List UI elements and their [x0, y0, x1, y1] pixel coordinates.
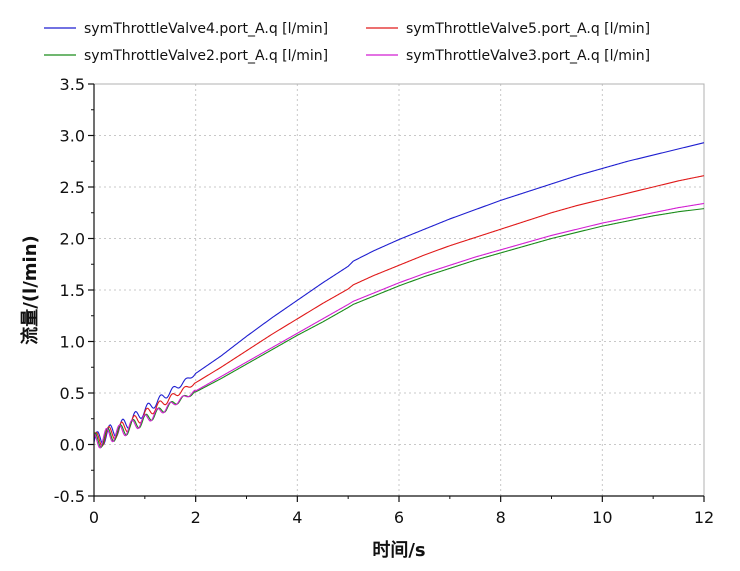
- x-tick-label: 12: [694, 508, 714, 527]
- x-axis-title: 时间/s: [372, 540, 425, 561]
- series-line: [93, 142, 705, 446]
- x-tick-label: 0: [89, 508, 99, 527]
- y-tick-label: 2.5: [60, 178, 85, 197]
- x-tick-label: 10: [592, 508, 612, 527]
- legend-label: symThrottleValve4.port_A.q [l/min]: [84, 21, 328, 37]
- y-tick-label: 0.5: [60, 384, 85, 403]
- y-tick-label: 3.0: [60, 127, 85, 146]
- series-line: [93, 175, 705, 447]
- x-tick-label: 6: [394, 508, 404, 527]
- legend-label: symThrottleValve5.port_A.q [l/min]: [406, 21, 650, 37]
- series-layer: [93, 142, 705, 449]
- x-tick-label: 2: [191, 508, 201, 527]
- y-tick-label: 2.0: [60, 230, 85, 249]
- y-tick-labels: -0.5 0.0 0.5 1.0 1.5 2.0 2.5 3.0 3.5: [54, 75, 85, 506]
- legend-label: symThrottleValve2.port_A.q [l/min]: [84, 48, 328, 64]
- y-tick-label: 0.0: [60, 436, 85, 455]
- y-axis-title: 流量/(l/min): [19, 235, 41, 345]
- x-tick-labels: 0 2 4 6 8 10 12: [89, 508, 714, 527]
- series-line: [93, 208, 705, 449]
- y-tick-label: 3.5: [60, 75, 85, 94]
- grid-lines: [93, 83, 705, 497]
- x-tick-label: 4: [292, 508, 302, 527]
- y-tick-label: 1.0: [60, 333, 85, 352]
- y-tick-label: 1.5: [60, 281, 85, 300]
- x-tick-label: 8: [496, 508, 506, 527]
- y-tick-label: -0.5: [54, 487, 85, 506]
- series-line: [93, 202, 705, 449]
- axes: [88, 83, 705, 502]
- legend: symThrottleValve4.port_A.q [l/min] symThr…: [44, 21, 650, 64]
- legend-label: symThrottleValve3.port_A.q [l/min]: [406, 48, 650, 64]
